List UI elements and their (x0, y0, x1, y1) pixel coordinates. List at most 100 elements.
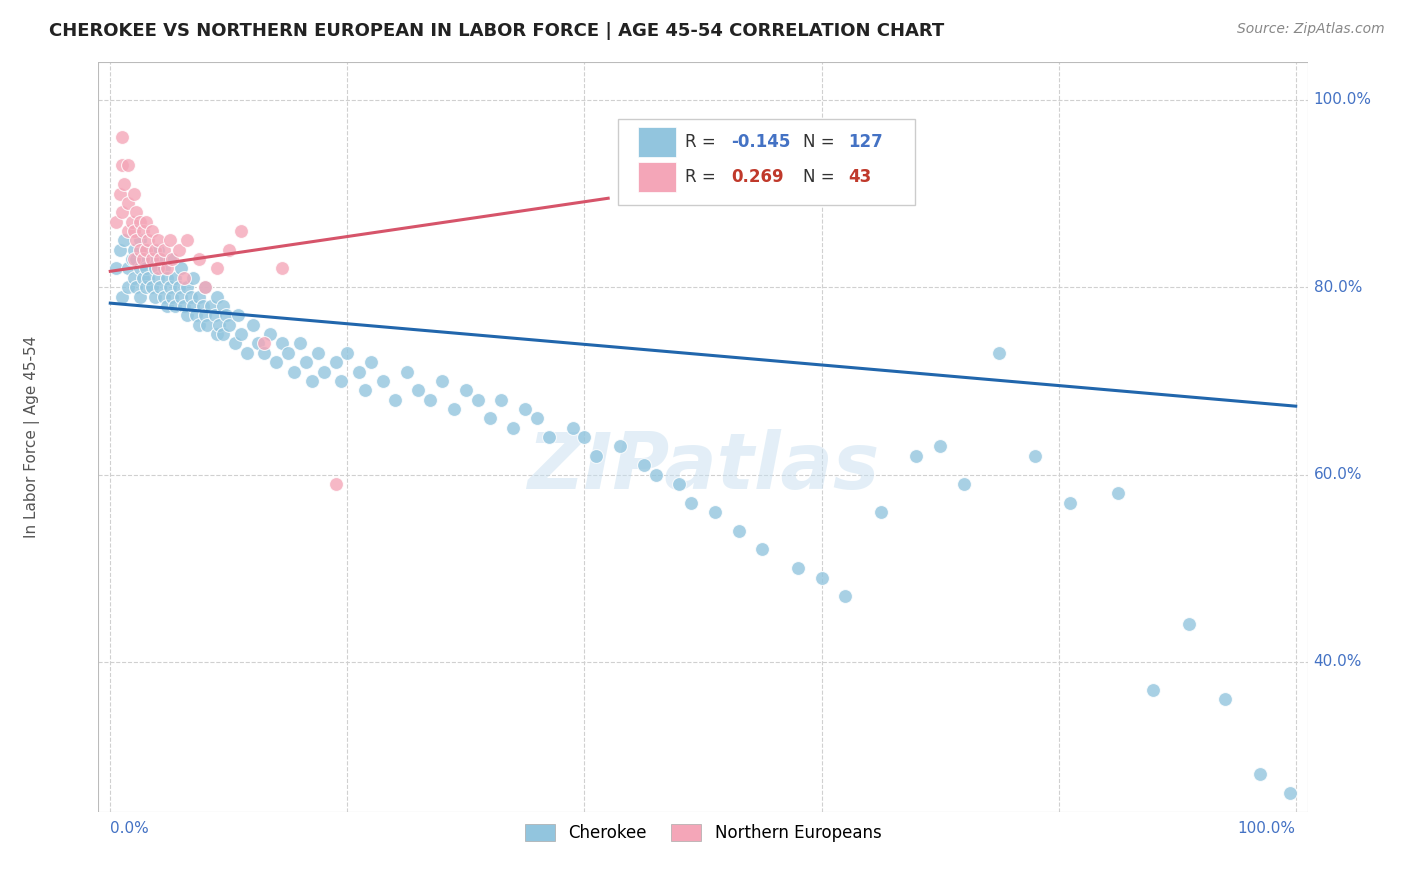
Point (515, 401, 537, 416)
Point (141, 252, 163, 266)
Point (108, 186, 131, 201)
Point (146, 233, 169, 247)
Text: N =: N = (803, 168, 841, 186)
Point (526, 411, 548, 425)
Point (502, 420, 524, 434)
Point (132, 252, 155, 266)
Point (371, 374, 394, 388)
Point (136, 233, 159, 247)
Point (149, 252, 172, 266)
Point (205, 289, 228, 303)
Point (149, 252, 172, 266)
Point (143, 243, 166, 257)
Point (467, 392, 489, 407)
Point (152, 261, 174, 276)
Point (325, 476, 347, 491)
Point (156, 299, 179, 313)
Point (188, 289, 211, 303)
Point (129, 214, 152, 228)
Point (146, 261, 169, 276)
Point (135, 280, 157, 294)
Point (288, 336, 311, 351)
Point (929, 439, 952, 453)
Point (259, 326, 281, 341)
Point (681, 495, 703, 509)
Point (786, 561, 808, 575)
Point (117, 224, 139, 238)
Point (247, 336, 270, 351)
Point (226, 308, 249, 322)
Point (952, 476, 974, 491)
Point (212, 299, 235, 313)
Text: 100.0%: 100.0% (1237, 822, 1296, 836)
Point (122, 186, 145, 201)
Point (537, 430, 560, 444)
Point (135, 214, 157, 228)
Point (160, 252, 183, 266)
Point (561, 420, 583, 434)
Text: 43: 43 (848, 168, 872, 186)
Point (159, 233, 181, 247)
Point (609, 439, 631, 453)
Point (146, 270, 169, 285)
Point (235, 345, 257, 359)
Point (125, 252, 148, 266)
Point (668, 476, 690, 491)
FancyBboxPatch shape (638, 161, 676, 192)
Point (283, 364, 305, 378)
Point (125, 280, 148, 294)
Point (141, 280, 163, 294)
Point (129, 261, 152, 276)
Point (165, 299, 187, 313)
Text: 0.269: 0.269 (731, 168, 783, 186)
Point (188, 318, 211, 332)
Point (122, 270, 145, 285)
Point (111, 289, 134, 303)
Point (271, 336, 294, 351)
Point (242, 318, 264, 332)
Point (159, 252, 181, 266)
Point (384, 392, 406, 407)
Point (132, 252, 155, 266)
Point (478, 411, 501, 425)
Point (277, 345, 299, 359)
Text: -0.145: -0.145 (731, 133, 790, 151)
Point (419, 392, 441, 407)
Point (117, 158, 139, 172)
Point (129, 243, 152, 257)
Point (173, 299, 195, 313)
Point (135, 243, 157, 257)
Point (295, 355, 318, 369)
Point (454, 384, 477, 398)
Text: CHEROKEE VS NORTHERN EUROPEAN IN LABOR FORCE | AGE 45-54 CORRELATION CHART: CHEROKEE VS NORTHERN EUROPEAN IN LABOR F… (49, 22, 945, 40)
Point (703, 505, 725, 519)
Text: R =: R = (685, 168, 721, 186)
Point (135, 261, 157, 276)
Point (176, 308, 198, 322)
Point (869, 505, 891, 519)
Point (229, 224, 252, 238)
Point (167, 243, 190, 257)
Point (1278, 786, 1301, 800)
Point (1178, 617, 1201, 632)
Point (111, 130, 134, 145)
Point (149, 280, 172, 294)
Point (905, 449, 928, 463)
Point (988, 345, 1011, 359)
Point (194, 280, 217, 294)
Point (205, 326, 228, 341)
Point (347, 364, 370, 378)
Point (176, 280, 198, 294)
Point (1107, 486, 1129, 500)
Point (751, 542, 773, 557)
Text: N =: N = (803, 133, 841, 151)
Point (200, 299, 222, 313)
Point (125, 205, 148, 219)
Text: In Labor Force | Age 45-54: In Labor Force | Age 45-54 (24, 336, 39, 538)
Point (143, 261, 166, 276)
FancyBboxPatch shape (619, 119, 915, 205)
Point (443, 401, 465, 416)
Point (253, 336, 276, 351)
Text: ZIPatlas: ZIPatlas (527, 429, 879, 505)
Point (121, 252, 143, 266)
